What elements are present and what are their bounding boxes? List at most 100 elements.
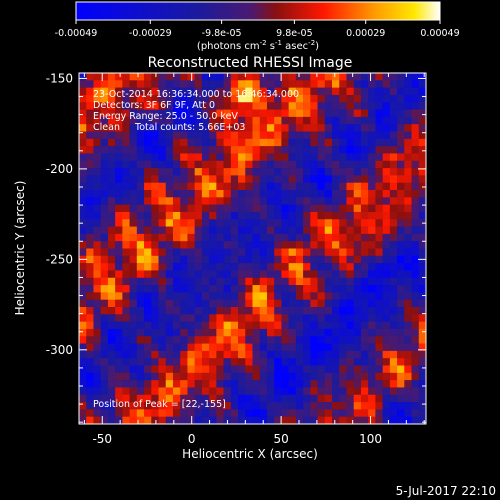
- heatmap-cell: [223, 394, 232, 403]
- heatmap-cell: [281, 365, 289, 374]
- heatmap-cell: [360, 248, 369, 257]
- heatmap-cell: [115, 116, 123, 125]
- heatmap-cell: [252, 131, 261, 140]
- heatmap-cell: [86, 160, 94, 169]
- heatmap-cell: [360, 94, 369, 103]
- heatmap-cell: [418, 365, 427, 374]
- heatmap-cell: [389, 248, 398, 257]
- heatmap-cell: [107, 226, 116, 235]
- heatmap-cell: [180, 182, 188, 191]
- heatmap-cell: [201, 336, 210, 344]
- heatmap-cell: [209, 211, 217, 220]
- heatmap-cell: [79, 292, 87, 300]
- heatmap-cell: [281, 409, 289, 417]
- heatmap-cell: [151, 402, 159, 410]
- heatmap-cell: [209, 233, 217, 242]
- heatmap-cell: [172, 109, 181, 118]
- heatmap-cell: [93, 219, 101, 227]
- heatmap-cell: [339, 204, 347, 213]
- heatmap-cell: [209, 343, 217, 352]
- heatmap-cell: [389, 131, 398, 140]
- heatmap-cell: [194, 307, 203, 315]
- heatmap-cell: [368, 321, 376, 330]
- heatmap-cell: [201, 153, 210, 162]
- heatmap-cell: [79, 175, 87, 183]
- heatmap-cell: [317, 314, 326, 322]
- heatmap-cell: [418, 73, 427, 81]
- heatmap-cell: [93, 409, 101, 417]
- heatmap-cell: [238, 336, 246, 344]
- heatmap-cell: [115, 94, 123, 103]
- heatmap-cell: [382, 197, 391, 205]
- heatmap-cell: [411, 226, 420, 235]
- heatmap-cell: [129, 299, 138, 308]
- heatmap-cell: [382, 270, 391, 279]
- heatmap-cell: [266, 277, 275, 286]
- heatmap-cell: [238, 168, 246, 176]
- heatmap-cell: [389, 365, 398, 374]
- heatmap-cell: [360, 255, 369, 264]
- heatmap-cell: [411, 409, 420, 417]
- heatmap-cell: [107, 153, 116, 162]
- heatmap-cell: [411, 109, 420, 118]
- heatmap-cell: [100, 211, 109, 220]
- heatmap-cell: [158, 314, 167, 322]
- heatmap-cell: [144, 175, 152, 183]
- heatmap-cell: [238, 292, 246, 300]
- heatmap-cell: [404, 94, 412, 103]
- heatmap-cell: [216, 131, 224, 140]
- heatmap-cell: [115, 80, 123, 88]
- heatmap-cell: [418, 358, 427, 366]
- heatmap-cell: [144, 416, 152, 425]
- heatmap-cell: [79, 321, 87, 330]
- heatmap-cell: [129, 328, 138, 337]
- heatmap-cell: [274, 299, 282, 308]
- heatmap-cell: [397, 307, 405, 315]
- heatmap-cell: [223, 350, 232, 359]
- heatmap-cell: [136, 233, 145, 242]
- heatmap-cell: [223, 175, 232, 183]
- heatmap-cell: [346, 190, 355, 198]
- heatmap-cell: [397, 255, 405, 264]
- heatmap-cell: [310, 160, 318, 169]
- heatmap-cell: [209, 94, 217, 103]
- heatmap-cell: [201, 248, 210, 257]
- heatmap-cell: [172, 248, 181, 257]
- colorbar-tick-label: -9.8e-05: [202, 28, 242, 39]
- heatmap-cell: [346, 365, 355, 374]
- heatmap-cell: [136, 255, 145, 264]
- heatmap-cell: [180, 255, 188, 264]
- heatmap-cell: [230, 350, 239, 359]
- heatmap-cell: [187, 255, 195, 264]
- heatmap-cell: [144, 365, 152, 374]
- heatmap-cell: [158, 94, 167, 103]
- heatmap-cell: [339, 336, 347, 344]
- heatmap-cell: [389, 277, 398, 286]
- heatmap-cell: [397, 409, 405, 417]
- heatmap-cell: [382, 109, 391, 118]
- heatmap-cell: [194, 321, 203, 330]
- heatmap-cell: [332, 292, 340, 300]
- heatmap-cell: [230, 255, 239, 264]
- heatmap-cell: [136, 87, 145, 96]
- heatmap-cell: [223, 94, 232, 103]
- heatmap-cell: [324, 285, 333, 293]
- heatmap-cell: [288, 190, 297, 198]
- heatmap-cell: [252, 138, 261, 147]
- heatmap-cell: [194, 131, 203, 140]
- heatmap-cell: [346, 314, 355, 322]
- heatmap-cell: [332, 248, 340, 257]
- heatmap-cell: [86, 314, 94, 322]
- heatmap-cell: [209, 190, 217, 198]
- heatmap-cell: [93, 146, 101, 154]
- heatmap-cell: [151, 358, 159, 366]
- heatmap-cell: [368, 124, 376, 132]
- heatmap-cell: [375, 409, 383, 417]
- heatmap-cell: [288, 211, 297, 220]
- heatmap-cell: [252, 190, 261, 198]
- heatmap-cell: [303, 197, 311, 205]
- heatmap-cell: [266, 116, 275, 125]
- heatmap-cell: [129, 372, 138, 381]
- heatmap-cell: [303, 94, 311, 103]
- x-tick-label: 0: [188, 432, 196, 446]
